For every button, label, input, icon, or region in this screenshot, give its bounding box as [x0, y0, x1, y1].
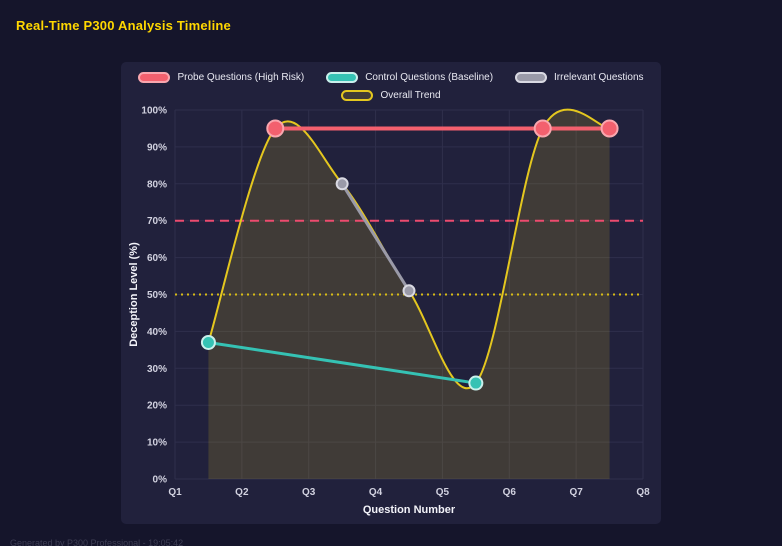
svg-text:20%: 20%	[147, 401, 167, 412]
legend-label: Probe Questions (High Risk)	[177, 72, 305, 83]
control-swatch-icon	[326, 72, 359, 83]
svg-text:Question Number: Question Number	[363, 504, 456, 516]
svg-text:90%: 90%	[147, 142, 167, 153]
legend-row: Overall Trend	[341, 90, 441, 101]
trend-swatch-icon	[341, 90, 374, 101]
svg-text:Q8: Q8	[636, 487, 650, 498]
probe-swatch-icon	[138, 72, 171, 83]
legend-row: Probe Questions (High Risk) Control Quest…	[138, 72, 644, 83]
legend-item-probe[interactable]: Probe Questions (High Risk)	[138, 72, 304, 83]
timeline-chart[interactable]: Q1 Q2 Q3 Q4 Q5 Q6 Q7 Q8 0% 10% 20% 30% 40% 50% 60% 70% 8…	[121, 62, 661, 524]
svg-text:Q2: Q2	[235, 487, 249, 498]
svg-text:Q6: Q6	[503, 487, 517, 498]
svg-text:100%: 100%	[141, 106, 167, 117]
legend-item-trend[interactable]: Overall Trend	[341, 90, 441, 101]
svg-text:Q4: Q4	[369, 487, 383, 498]
legend-item-control[interactable]: Control Questions (Baseline)	[326, 72, 493, 83]
chart-panel: Probe Questions (High Risk) Control Quest…	[121, 62, 661, 524]
svg-text:Deception Level (%): Deception Level (%)	[128, 242, 140, 347]
legend-label: Irrelevant Questions	[554, 72, 644, 83]
page-title: Real-Time P300 Analysis Timeline	[16, 18, 231, 33]
svg-text:10%: 10%	[147, 438, 167, 449]
svg-text:70%: 70%	[147, 216, 167, 227]
svg-text:40%: 40%	[147, 327, 167, 338]
legend-label: Control Questions (Baseline)	[365, 72, 494, 83]
footer-note: Generated by P300 Professional - 19:05:4…	[10, 538, 184, 546]
svg-text:Q1: Q1	[168, 487, 182, 498]
legend-label: Overall Trend	[380, 90, 441, 101]
legend-item-irrelevant[interactable]: Irrelevant Questions	[515, 72, 644, 83]
svg-text:Q5: Q5	[436, 487, 450, 498]
svg-text:Q3: Q3	[302, 487, 316, 498]
svg-text:0%: 0%	[153, 475, 168, 486]
svg-text:30%: 30%	[147, 364, 167, 375]
chart-legend: Probe Questions (High Risk) Control Quest…	[121, 72, 661, 101]
svg-text:60%: 60%	[147, 253, 167, 264]
svg-text:50%: 50%	[147, 290, 167, 301]
svg-text:Q7: Q7	[569, 487, 583, 498]
irrelevant-swatch-icon	[515, 72, 548, 83]
svg-text:80%: 80%	[147, 179, 167, 190]
